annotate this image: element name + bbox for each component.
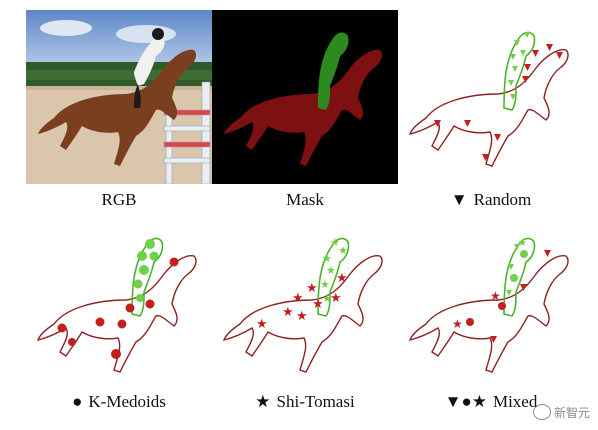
svg-text:★: ★ [330,291,342,306]
red-circles [57,257,179,359]
panel-rgb [26,10,212,184]
svg-text:★: ★ [452,317,463,331]
panel-mask [212,10,398,184]
caption-random-text: Random [473,190,532,209]
green-circles [133,239,159,302]
red-triangles [434,44,563,161]
svg-text:★: ★ [322,252,332,265]
panel-shitomasi: ★ ★ ★ ★ ★ ★ ★ ★ ★ ★ ★ ★ ★ ★ [212,216,398,390]
caption-mask: Mask [212,190,398,210]
red-mixed-points: ★ ★ [452,250,551,343]
green-stars: ★★★ ★★★ [320,236,348,305]
caption-mixed-text: Mixed [492,392,538,411]
svg-text:★: ★ [320,278,330,291]
circle-icon: ● [72,392,83,411]
panel-mixed: ★ ★ ★ [398,216,584,390]
mixed-symbols-icon: ▼●★ [444,392,487,411]
rgb-photo [26,10,212,184]
outline-shitomasi: ★★★ ★★★ ★★★ ★★★ ★★ [222,236,383,373]
star-icon: ★ [255,392,271,411]
svg-text:★: ★ [306,281,318,296]
green-triangles [508,32,530,100]
caption-shitomasi: ★ Shi-Tomasi [212,392,398,412]
svg-text:★: ★ [256,317,268,332]
svg-text:★: ★ [518,238,527,249]
outline-kmedoids [36,237,197,373]
caption-random: ▼ Random [398,190,584,210]
caption-kmedoids-text: K-Medoids [88,392,166,411]
segmentation-mask [212,10,398,184]
svg-text:★: ★ [338,244,348,257]
svg-text:★: ★ [490,289,501,303]
svg-text:★: ★ [292,291,304,306]
caption-kmedoids: ● K-Medoids [26,392,212,412]
svg-text:★: ★ [330,236,340,249]
caption-mixed: ▼●★ Mixed [398,392,584,412]
triangle-icon: ▼ [450,190,468,209]
outline-random [408,31,569,167]
svg-text:★: ★ [322,292,332,305]
panel-random [398,10,584,184]
panel-kmedoids [26,216,212,390]
red-stars: ★★★ ★★★ ★★ [256,271,348,332]
outline-mixed: ★ ★ ★ [408,237,569,373]
svg-text:★: ★ [312,297,324,312]
svg-text:★: ★ [296,309,308,324]
watermark-text: 新智元 [553,406,590,420]
wechat-icon [532,404,551,420]
watermark: 新智元 [532,404,590,421]
svg-text:★: ★ [336,271,348,286]
caption-mask-text: Mask [286,190,324,209]
svg-text:★: ★ [282,305,294,320]
caption-shitomasi-text: Shi-Tomasi [276,392,355,411]
caption-rgb: RGB [26,190,212,210]
svg-text:★: ★ [326,264,336,277]
green-mixed-points: ★ [506,238,528,296]
caption-rgb-text: RGB [101,190,137,209]
